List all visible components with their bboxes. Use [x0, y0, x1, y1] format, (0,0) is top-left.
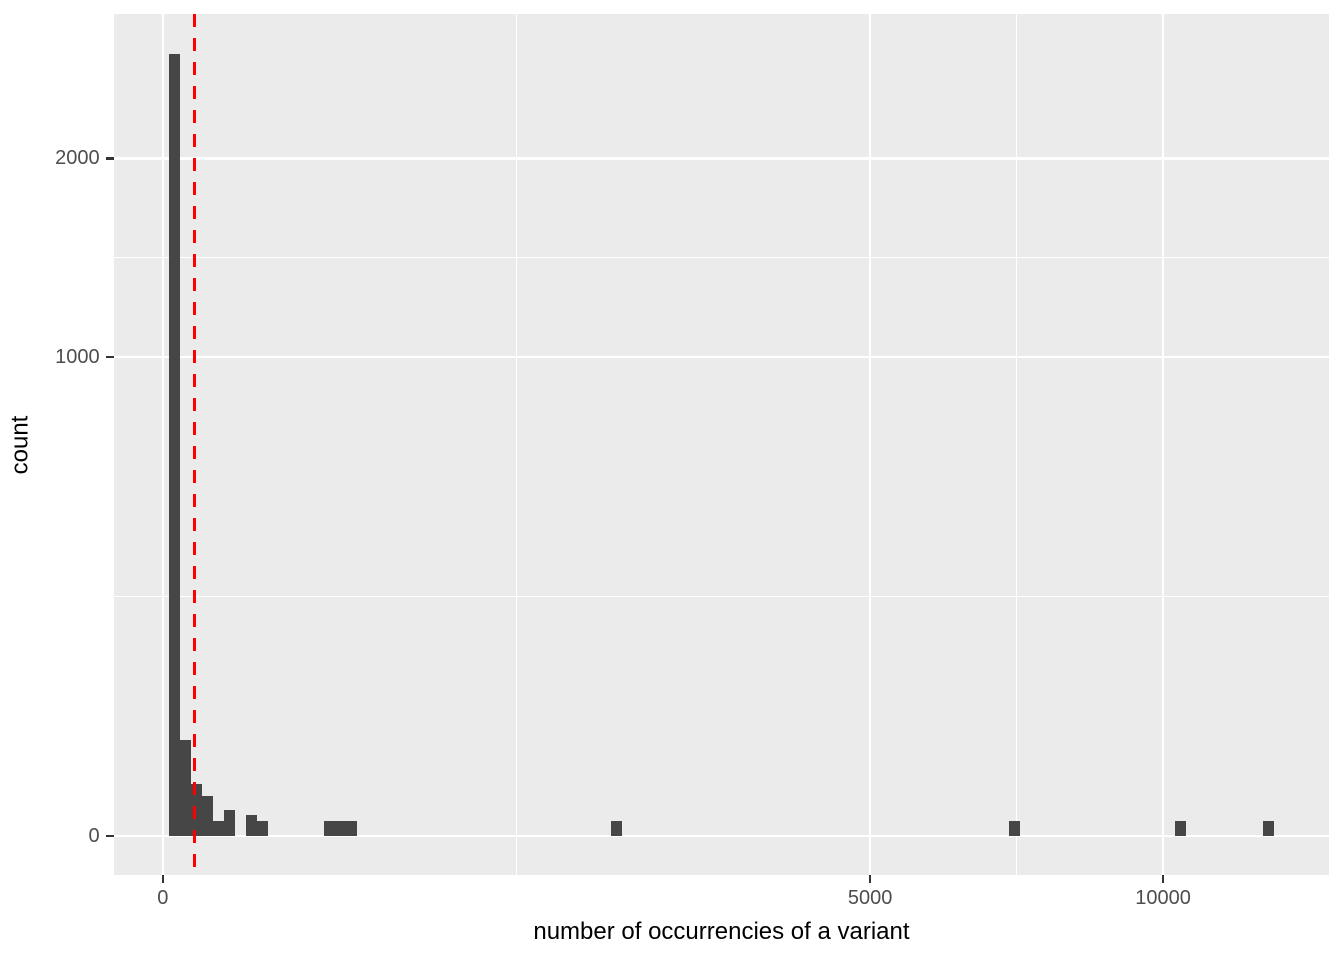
x-tick-label: 10000 [1135, 887, 1191, 910]
y-major-gridline [113, 157, 1330, 160]
histogram-bar [213, 820, 225, 837]
y-tick-label: 2000 [55, 147, 100, 170]
histogram-bar [246, 814, 258, 837]
x-tick-mark [1161, 875, 1165, 884]
x-tick-mark [868, 875, 872, 884]
y-major-gridline [113, 355, 1330, 359]
x-tick-label: 0 [157, 887, 169, 910]
histogram-bar [224, 809, 236, 837]
x-tick-mark [161, 875, 165, 884]
histogram-bar [334, 820, 346, 837]
histogram-bar [257, 820, 269, 837]
plot-panel [113, 14, 1330, 876]
y-axis-title: count [6, 415, 34, 475]
y-tick-mark [105, 834, 114, 838]
y-tick-mark [105, 157, 114, 160]
x-major-gridline [868, 14, 872, 876]
histogram-bar [1174, 820, 1186, 837]
y-tick-mark [105, 355, 114, 359]
histogram-bar [201, 795, 214, 837]
histogram-bar [345, 820, 357, 837]
x-axis-title: number of occurrencies of a variant [533, 918, 910, 946]
histogram-bar [169, 53, 180, 837]
histogram-bar [610, 820, 622, 837]
x-minor-gridline [515, 14, 518, 876]
y-tick-label: 1000 [55, 345, 100, 368]
histogram-bar [323, 820, 335, 837]
x-major-gridline [1161, 14, 1165, 876]
histogram-bar [1262, 820, 1275, 837]
histogram-bar [179, 740, 191, 837]
vline-dashed [192, 14, 196, 876]
y-minor-gridline [113, 595, 1330, 598]
y-tick-label: 0 [88, 825, 100, 848]
y-minor-gridline [113, 257, 1330, 259]
x-major-gridline [161, 14, 165, 876]
y-major-gridline [113, 834, 1330, 838]
x-minor-gridline [1015, 14, 1018, 876]
histogram-bar [1008, 820, 1020, 837]
x-tick-label: 5000 [847, 887, 893, 910]
histogram-bar [190, 783, 202, 837]
